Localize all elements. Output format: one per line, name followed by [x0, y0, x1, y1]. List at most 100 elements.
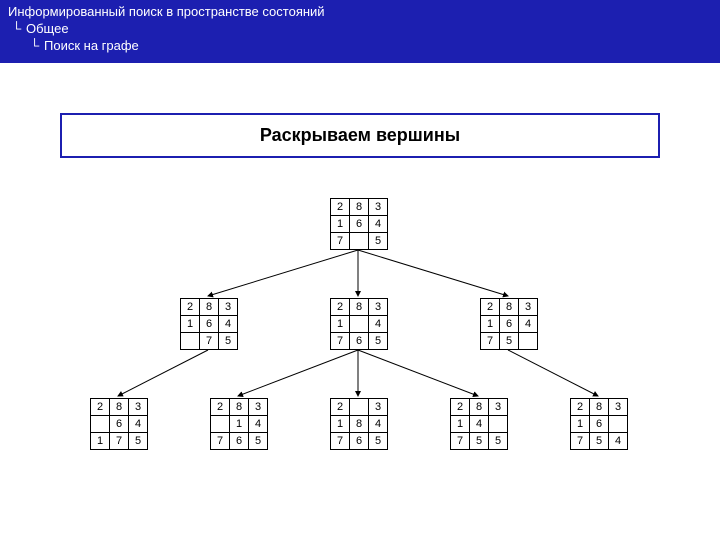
puzzle-cell: 1: [181, 315, 200, 332]
tree-edge: [238, 350, 358, 396]
puzzle-cell: 3: [369, 298, 388, 315]
puzzle-cell: 5: [590, 432, 609, 449]
puzzle-cell: 5: [129, 432, 148, 449]
puzzle-cell: 7: [451, 432, 470, 449]
puzzle-cell: 3: [519, 298, 538, 315]
slide-title: Раскрываем вершины: [60, 113, 660, 158]
puzzle-cell: 4: [369, 315, 388, 332]
puzzle-cell: [350, 315, 369, 332]
puzzle-cell: 2: [571, 398, 590, 415]
puzzle-cell: 5: [249, 432, 268, 449]
puzzle-cell: 2: [481, 298, 500, 315]
puzzle-l3-0: 28364 175: [90, 398, 148, 450]
puzzle-l2-0: 283 16475: [180, 298, 238, 350]
puzzle-cell: 6: [350, 432, 369, 449]
puzzle-cell: 4: [369, 415, 388, 432]
puzzle-l3-3: 28314755: [450, 398, 508, 450]
puzzle-cell: 3: [129, 398, 148, 415]
puzzle-cell: 1: [331, 315, 350, 332]
puzzle-cell: 8: [590, 398, 609, 415]
puzzle-cell: 4: [249, 415, 268, 432]
tree-edge: [508, 350, 598, 396]
puzzle-cell: 7: [571, 432, 590, 449]
puzzle-cell: 7: [331, 432, 350, 449]
puzzle-cell: 7: [211, 432, 230, 449]
puzzle-l2-2: 283 164 75: [480, 298, 538, 350]
breadcrumb-line-3: └Поиск на графе: [8, 38, 712, 55]
breadcrumb-header: Информированный поиск в пространстве сос…: [0, 0, 720, 63]
puzzle-cell: 8: [350, 198, 369, 215]
puzzle-cell: 6: [590, 415, 609, 432]
puzzle-cell: 2: [211, 398, 230, 415]
puzzle-cell: 6: [110, 415, 129, 432]
puzzle-cell: 1: [481, 315, 500, 332]
puzzle-cell: 8: [230, 398, 249, 415]
puzzle-cell: 8: [500, 298, 519, 315]
puzzle-cell: 5: [470, 432, 489, 449]
tree-edge: [358, 350, 478, 396]
puzzle-cell: 8: [200, 298, 219, 315]
tree-edge: [208, 250, 358, 296]
puzzle-cell: 4: [129, 415, 148, 432]
puzzle-cell: 6: [500, 315, 519, 332]
puzzle-cell: 2: [181, 298, 200, 315]
puzzle-cell: 4: [519, 315, 538, 332]
puzzle-cell: 3: [249, 398, 268, 415]
puzzle-cell: 4: [470, 415, 489, 432]
puzzle-cell: 7: [331, 332, 350, 349]
puzzle-cell: [609, 415, 628, 432]
puzzle-l3-4: 283 16754: [570, 398, 628, 450]
puzzle-cell: 5: [489, 432, 508, 449]
puzzle-cell: 3: [369, 198, 388, 215]
puzzle-cell: 4: [609, 432, 628, 449]
puzzle-cell: 2: [451, 398, 470, 415]
puzzle-cell: 7: [481, 332, 500, 349]
puzzle-cell: 4: [369, 215, 388, 232]
puzzle-cell: 3: [219, 298, 238, 315]
puzzle-cell: 1: [331, 215, 350, 232]
puzzle-l2-1: 283 1 4 765: [330, 298, 388, 350]
state-tree-diagram: 2831647528316475283147652831647528364175…: [0, 188, 720, 508]
puzzle-cell: 7: [331, 232, 350, 249]
puzzle-cell: 1: [230, 415, 249, 432]
puzzle-cell: 4: [219, 315, 238, 332]
puzzle-cell: 5: [369, 332, 388, 349]
puzzle-cell: 3: [489, 398, 508, 415]
puzzle-cell: [489, 415, 508, 432]
puzzle-cell: [91, 415, 110, 432]
puzzle-cell: 8: [110, 398, 129, 415]
puzzle-cell: 1: [91, 432, 110, 449]
puzzle-cell: [211, 415, 230, 432]
puzzle-cell: 7: [110, 432, 129, 449]
tree-edge: [118, 350, 208, 396]
breadcrumb-line-2: └Общее: [8, 21, 712, 38]
puzzle-cell: 3: [369, 398, 388, 415]
puzzle-cell: [350, 398, 369, 415]
puzzle-l3-1: 28314 765: [210, 398, 268, 450]
puzzle-cell: 2: [331, 398, 350, 415]
puzzle-l3-2: 23184765: [330, 398, 388, 450]
puzzle-cell: 1: [331, 415, 350, 432]
puzzle-cell: [519, 332, 538, 349]
puzzle-cell: [350, 232, 369, 249]
puzzle-cell: 5: [219, 332, 238, 349]
puzzle-cell: 6: [230, 432, 249, 449]
puzzle-cell: 1: [451, 415, 470, 432]
puzzle-cell: 8: [470, 398, 489, 415]
puzzle-cell: 6: [200, 315, 219, 332]
puzzle-cell: 6: [350, 215, 369, 232]
puzzle-cell: 5: [500, 332, 519, 349]
puzzle-cell: 7: [200, 332, 219, 349]
puzzle-cell: 1: [571, 415, 590, 432]
puzzle-root: 283 164 7 5: [330, 198, 388, 250]
puzzle-cell: 2: [331, 198, 350, 215]
tree-edge: [358, 250, 508, 296]
puzzle-cell: [181, 332, 200, 349]
puzzle-cell: 2: [331, 298, 350, 315]
puzzle-cell: 8: [350, 298, 369, 315]
puzzle-cell: 6: [350, 332, 369, 349]
puzzle-cell: 2: [91, 398, 110, 415]
puzzle-cell: 5: [369, 432, 388, 449]
puzzle-cell: 5: [369, 232, 388, 249]
puzzle-cell: 3: [609, 398, 628, 415]
